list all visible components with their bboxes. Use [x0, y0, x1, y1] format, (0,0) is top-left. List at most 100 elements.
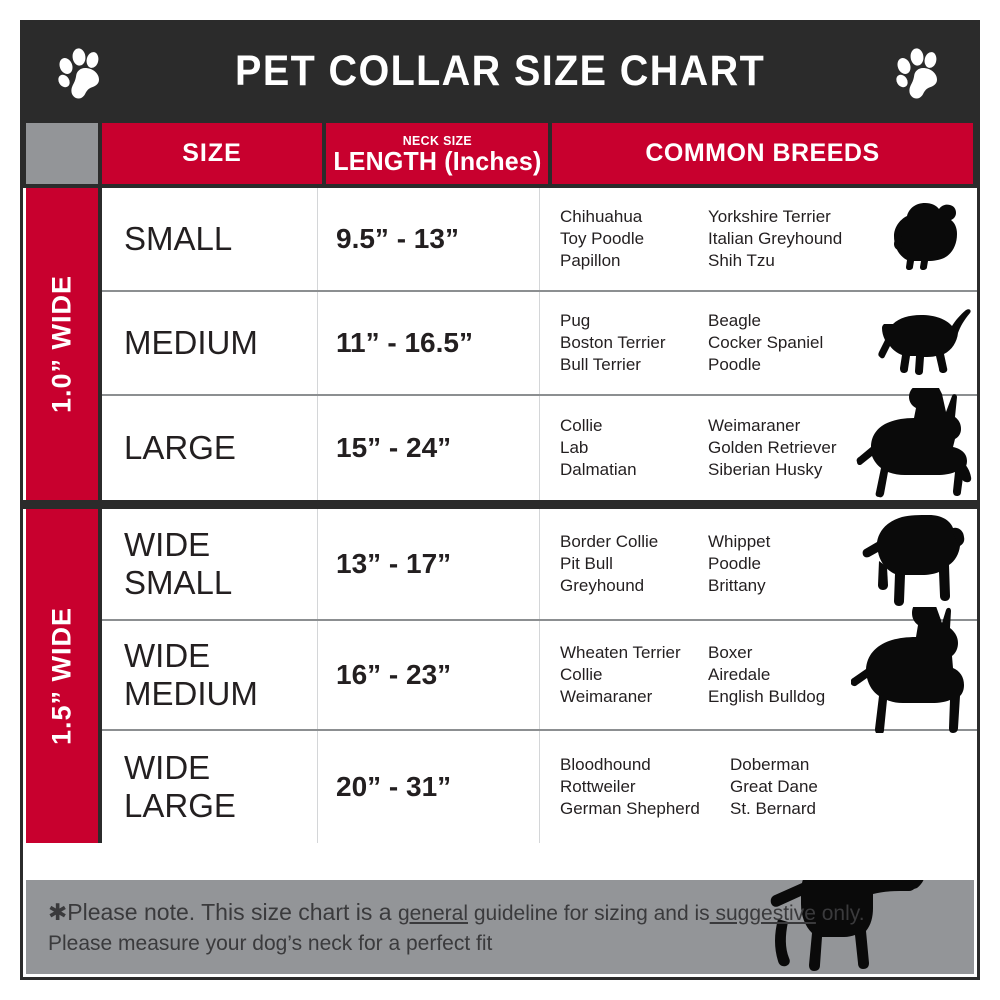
shepherd-silhouette: [847, 365, 977, 505]
group-band-1-0-wide: 1.0” WIDE: [26, 188, 98, 500]
breed-name: Weimaraner: [560, 686, 653, 706]
breed-column-right: Doberman Great Dane St. Bernard: [730, 754, 880, 819]
breed-name: Doberman: [730, 755, 810, 775]
breed-column-right: Weimaraner Golden Retriever Siberian Hus…: [708, 415, 858, 480]
chart-frame: PET COLLAR SIZE CHART SIZE: [20, 20, 980, 980]
cell-breeds: Border Collie Pit Bull Greyhound Whippet…: [540, 509, 977, 619]
column-header-length-main: LENGTH (Inches): [332, 145, 542, 176]
footer-text-end: only.: [815, 902, 865, 925]
breed-name: Lab: [560, 438, 589, 458]
group-band-label: 1.5” WIDE: [46, 606, 77, 746]
corner-cell: [26, 123, 98, 184]
breed-name: Airedale: [708, 665, 771, 685]
cell-size-line-1: WIDE: [124, 749, 211, 787]
breed-name: English Bulldog: [708, 686, 826, 706]
breed-name: Golden Retriever: [708, 438, 837, 458]
breed-name: Pit Bull: [560, 554, 613, 574]
breed-name: Italian Greyhound: [708, 229, 843, 249]
breed-column-right: Whippet Poodle Brittany: [708, 531, 858, 596]
cell-length: 15” - 24”: [318, 396, 540, 500]
breed-name: Brittany: [708, 575, 766, 595]
breed-name: St. Bernard: [730, 798, 816, 818]
breed-name: Collie: [560, 665, 603, 685]
breed-name: Wheaten Terrier: [560, 643, 681, 663]
size-group-1-0-wide: 1.0” WIDE SMALL 9.5” - 13” Chihuahua Toy…: [23, 188, 977, 500]
page-title: PET COLLAR SIZE CHART: [234, 47, 766, 95]
breed-name: Poodle: [708, 354, 761, 374]
cell-size-line-1: WIDE: [124, 526, 211, 564]
table-row: SMALL 9.5” - 13” Chihuahua Toy Poodle Pa…: [102, 188, 977, 292]
cell-breeds: Bloodhound Rottweiler German Shepherd Do…: [540, 731, 977, 843]
breed-name: Great Dane: [730, 777, 818, 797]
breed-column-right: Yorkshire Terrier Italian Greyhound Shih…: [708, 206, 858, 271]
bulldog-silhouette: [855, 509, 973, 614]
breed-name: Boxer: [708, 643, 753, 663]
breed-name: Pug: [560, 311, 591, 331]
breed-name: Cocker Spaniel: [708, 333, 824, 353]
column-header-length: NECK SIZE LENGTH (Inches): [326, 123, 548, 184]
footer-underline-general: general: [397, 902, 469, 925]
breed-name: Collie: [560, 416, 603, 436]
beagle-silhouette: [863, 298, 975, 389]
cell-breeds: Chihuahua Toy Poodle Papillon Yorkshire …: [540, 188, 977, 290]
column-header-breeds: COMMON BREEDS: [552, 123, 973, 184]
breed-name: Beagle: [708, 311, 761, 331]
cell-size-line-2: LARGE: [124, 787, 236, 824]
cell-length: 9.5” - 13”: [318, 188, 540, 290]
cell-size: LARGE: [102, 396, 318, 500]
breed-name: Yorkshire Terrier: [708, 207, 831, 227]
cell-size-line-2: SMALL: [124, 564, 233, 601]
group-divider: [23, 500, 977, 509]
breed-column-left: Wheaten Terrier Collie Weimaraner: [560, 642, 708, 707]
column-header-length-superscript: NECK SIZE: [402, 132, 472, 148]
footer-note: ✱Please note. This size chart is a gener…: [26, 880, 974, 974]
breed-name: Dalmatian: [560, 459, 637, 479]
breed-name: Papillon: [560, 250, 621, 270]
footer-line-1: ✱Please note. This size chart is a gener…: [48, 896, 952, 929]
breed-name: Chihuahua: [560, 207, 643, 227]
breed-name: Bloodhound: [560, 755, 651, 775]
breed-name: Border Collie: [560, 532, 659, 552]
breed-column-right: Boxer Airedale English Bulldog: [708, 642, 858, 707]
table-row: MEDIUM 11” - 16.5” Pug Boston Terrier Bu…: [102, 292, 977, 396]
paw-print-icon: [55, 44, 107, 100]
group-band-label: 1.0” WIDE: [46, 274, 77, 414]
breed-name: Shih Tzu: [708, 250, 775, 270]
footer-text-mid: guideline for sizing and is: [468, 902, 710, 925]
breed-name: Weimaraner: [708, 416, 801, 436]
breed-column-left: Collie Lab Dalmatian: [560, 415, 708, 480]
breed-column-left: Border Collie Pit Bull Greyhound: [560, 531, 708, 596]
breed-column-right: Beagle Cocker Spaniel Poodle: [708, 310, 858, 375]
chart-header: PET COLLAR SIZE CHART: [23, 23, 977, 120]
breed-name: German Shepherd: [560, 798, 700, 818]
paw-print-icon: [893, 44, 945, 100]
cell-length: 16” - 23”: [318, 621, 540, 729]
band-gap: [98, 509, 102, 843]
breed-name: Siberian Husky: [708, 459, 823, 479]
table-body: 1.0” WIDE SMALL 9.5” - 13” Chihuahua Toy…: [23, 188, 977, 843]
group-rows: WIDE SMALL 13” - 17” Border Collie Pit B…: [102, 509, 977, 843]
footer-underline-suggestive: suggestive: [709, 902, 816, 925]
footer-asterisk: ✱Please note. This size chart is a: [48, 899, 398, 925]
cell-size: MEDIUM: [102, 292, 318, 394]
pitbull-silhouette: [850, 583, 975, 738]
breed-name: Rottweiler: [560, 777, 636, 797]
column-header-size: SIZE: [102, 123, 322, 184]
breed-name: Toy Poodle: [560, 229, 645, 249]
cell-breeds: Collie Lab Dalmatian Weimaraner Golden R…: [540, 365, 977, 500]
footer-line-2: Please measure your dog’s neck for a per…: [48, 932, 493, 956]
band-gap: [98, 188, 102, 500]
cell-length: 11” - 16.5”: [318, 292, 540, 394]
cell-size: WIDE MEDIUM: [102, 621, 318, 729]
cell-breeds: Wheaten Terrier Collie Weimaraner Boxer …: [540, 583, 977, 735]
breed-name: Poodle: [708, 554, 761, 574]
cell-size-line-2: MEDIUM: [124, 675, 258, 712]
breed-column-left: Bloodhound Rottweiler German Shepherd: [560, 754, 730, 819]
table-row: WIDE MEDIUM 16” - 23” Wheaten Terrier Co…: [102, 583, 977, 735]
table-row: LARGE 15” - 24” Collie Lab Dalmatian Wei…: [102, 365, 977, 500]
table-row: WIDE LARGE 20” - 31” Bloodhound Rottweil…: [102, 731, 977, 843]
cell-breeds: Pug Boston Terrier Bull Terrier Beagle C…: [540, 292, 977, 394]
group-band-1-5-wide: 1.5” WIDE: [26, 509, 98, 843]
cell-size: WIDE SMALL: [102, 509, 318, 619]
